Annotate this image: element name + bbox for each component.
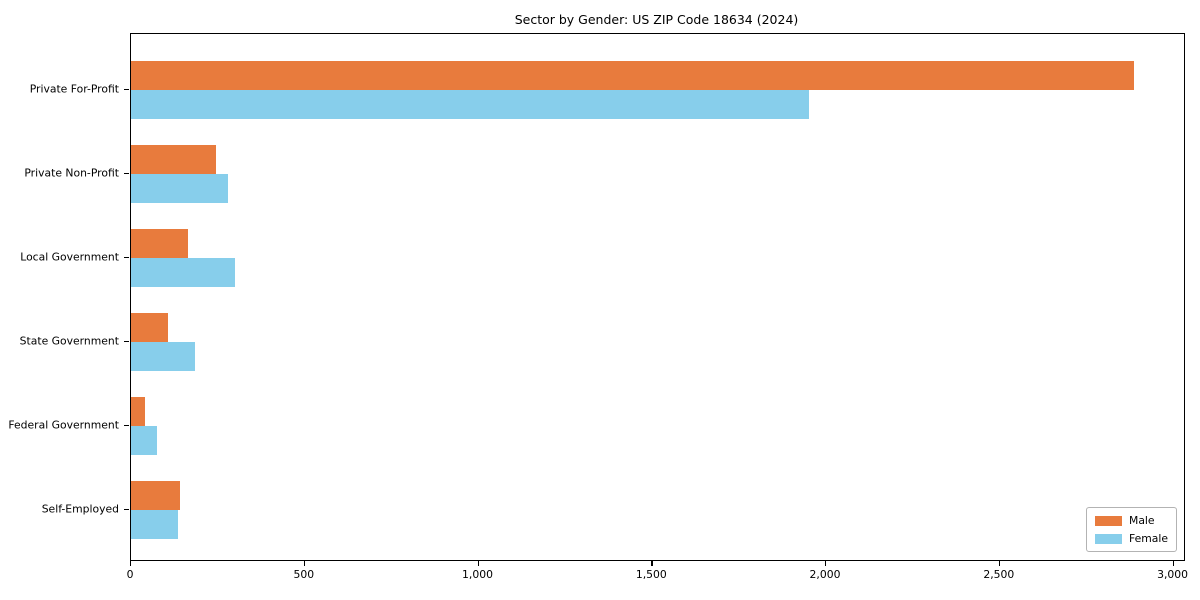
x-tick-label-1-500: 1,500 [635,568,667,581]
y-tick-label-private-non-profit: Private Non-Profit [24,166,119,180]
bar-male-federal-government [131,396,145,426]
y-tick-mark [124,256,129,259]
plot-area [130,33,1185,561]
x-tick-mark [651,561,653,566]
y-tick-mark [124,340,129,343]
y-tick-label-federal-government: Federal Government [8,418,119,432]
x-tick-label-0: 0 [126,568,134,581]
legend-label-female: Female [1129,532,1169,545]
x-tick-mark [998,561,1001,566]
bar-male-state-government [131,312,168,342]
y-tick-mark [124,172,129,175]
bar-male-self-employed [131,480,180,510]
x-tick-label-1-000: 1,000 [462,568,493,581]
x-tick-label-500: 500 [293,568,315,581]
y-tick-mark [124,89,129,91]
chart-title: Sector by Gender: US ZIP Code 18634 (202… [514,12,799,27]
bar-female-private-non-profit [131,173,229,203]
legend-item-male: Male [1087,512,1176,530]
bar-female-state-government [131,341,196,371]
bar-female-local-government [131,257,236,287]
bar-male-local-government [131,228,189,258]
x-tick-label-2-000: 2,000 [809,568,841,581]
bar-female-federal-government [131,425,158,455]
legend-item-female: Female [1087,530,1176,548]
x-tick-mark [303,561,306,566]
x-tick-label-2-500: 2,500 [983,568,1015,581]
bar-male-private-for-profit [131,61,1134,90]
y-tick-label-local-government: Local Government [20,250,119,264]
y-tick-label-self-employed: Self-Employed [41,502,119,515]
bar-male-private-non-profit [131,144,217,174]
y-tick-label-state-government: State Government [19,334,119,348]
x-tick-mark [1172,561,1174,566]
y-tick-mark [124,508,129,510]
legend-swatch-male [1095,516,1122,526]
x-tick-mark [130,561,132,566]
bar-female-private-for-profit [131,90,809,119]
x-tick-label-3-000: 3,000 [1157,568,1189,581]
legend-label-male: Male [1129,514,1155,527]
bar-female-self-employed [131,509,178,539]
legend: Male Female [1086,507,1177,552]
y-tick-label-private-for-profit: Private For-Profit [29,82,119,96]
x-tick-mark [477,561,479,566]
y-tick-mark [124,424,129,426]
x-tick-mark [825,561,827,566]
legend-swatch-female [1095,534,1122,544]
